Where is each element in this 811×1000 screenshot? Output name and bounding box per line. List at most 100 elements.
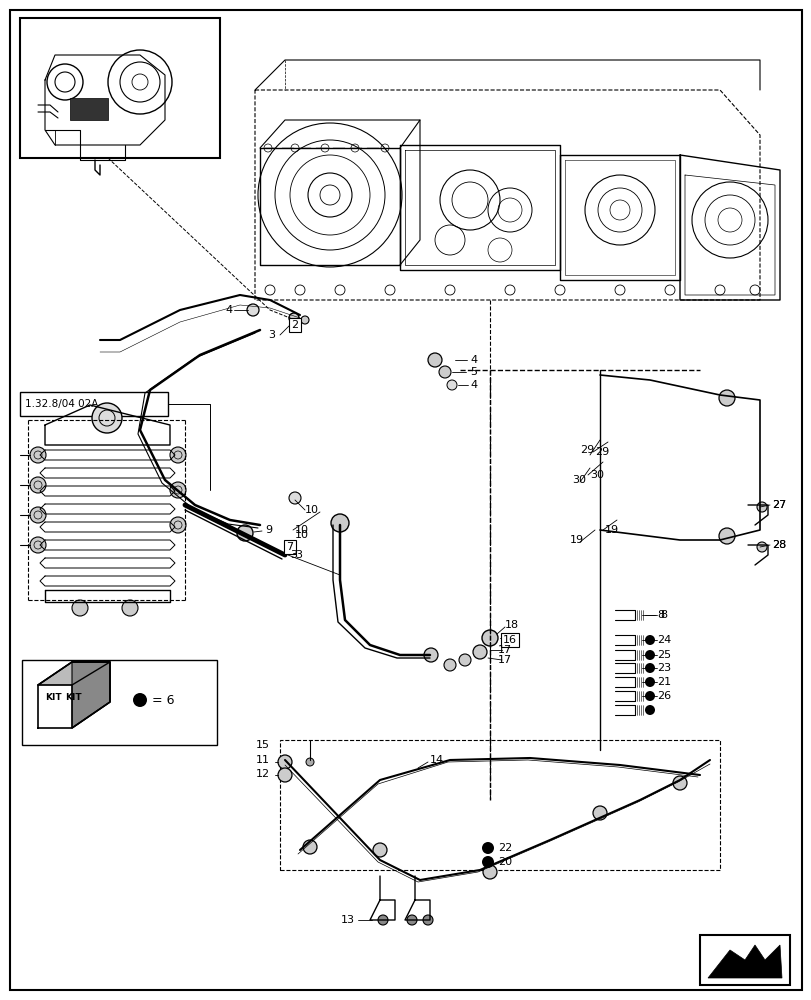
Text: 19: 19 [604, 525, 618, 535]
Circle shape [458, 654, 470, 666]
Polygon shape [72, 662, 109, 728]
Text: 22: 22 [497, 843, 512, 853]
Circle shape [439, 366, 450, 378]
Circle shape [482, 842, 493, 854]
Bar [22, 660, 217, 745]
Circle shape [482, 856, 493, 868]
Text: 12: 12 [255, 769, 270, 779]
Circle shape [756, 502, 766, 512]
Text: 30: 30 [571, 475, 586, 485]
Bar [699, 935, 789, 985]
Circle shape [277, 755, 292, 769]
Text: 16: 16 [502, 635, 517, 645]
Circle shape [247, 304, 259, 316]
Circle shape [644, 635, 654, 645]
Circle shape [592, 806, 607, 820]
Text: 15: 15 [255, 740, 270, 750]
Circle shape [644, 677, 654, 687]
Text: 27: 27 [771, 500, 785, 510]
Text: 29: 29 [579, 445, 594, 455]
Text: 10: 10 [294, 530, 309, 540]
Circle shape [644, 650, 654, 660]
Text: 2: 2 [291, 320, 298, 330]
Text: 11: 11 [255, 755, 270, 765]
Text: 26: 26 [656, 691, 671, 701]
Text: 29: 29 [594, 447, 608, 457]
Text: 4: 4 [470, 355, 477, 365]
Circle shape [672, 776, 686, 790]
Circle shape [483, 865, 496, 879]
Circle shape [644, 691, 654, 701]
Circle shape [644, 705, 654, 715]
Circle shape [30, 447, 46, 463]
Circle shape [427, 353, 441, 367]
Text: 28: 28 [771, 540, 785, 550]
Text: 17: 17 [497, 655, 512, 665]
Text: 8: 8 [656, 610, 663, 620]
Circle shape [169, 447, 186, 463]
Text: 3: 3 [290, 550, 297, 560]
Circle shape [122, 600, 138, 616]
Circle shape [169, 482, 186, 498]
Text: 7: 7 [286, 542, 294, 552]
Text: 27: 27 [771, 500, 785, 510]
Circle shape [237, 525, 253, 541]
Circle shape [644, 663, 654, 673]
Circle shape [423, 648, 437, 662]
Bar [70, 98, 108, 120]
Circle shape [372, 843, 387, 857]
Circle shape [306, 758, 314, 766]
Circle shape [378, 915, 388, 925]
Text: 23: 23 [656, 663, 671, 673]
Text: 19: 19 [569, 535, 583, 545]
Circle shape [331, 514, 349, 532]
Polygon shape [38, 662, 109, 685]
Circle shape [30, 537, 46, 553]
Bar [20, 392, 168, 416]
Bar [20, 18, 220, 158]
Text: 14: 14 [430, 755, 444, 765]
Polygon shape [707, 945, 781, 978]
Text: KIT: KIT [65, 694, 82, 702]
Text: 5: 5 [470, 367, 476, 377]
Text: 28: 28 [771, 540, 785, 550]
Circle shape [169, 517, 186, 533]
Circle shape [718, 528, 734, 544]
Text: 8: 8 [659, 610, 667, 620]
Text: 4: 4 [470, 380, 477, 390]
Circle shape [92, 403, 122, 433]
Text: 3: 3 [268, 330, 275, 340]
Circle shape [289, 313, 298, 323]
Text: 3: 3 [294, 550, 302, 560]
Circle shape [303, 840, 316, 854]
Text: 9: 9 [264, 525, 272, 535]
Circle shape [72, 600, 88, 616]
Text: 4: 4 [225, 305, 232, 315]
Text: 10: 10 [294, 525, 309, 535]
Bar [280, 740, 719, 870]
Circle shape [30, 477, 46, 493]
Text: 25: 25 [656, 650, 671, 660]
Circle shape [277, 768, 292, 782]
Circle shape [756, 542, 766, 552]
Circle shape [423, 915, 432, 925]
Circle shape [301, 316, 309, 324]
Circle shape [446, 380, 457, 390]
Circle shape [444, 659, 456, 671]
Text: 30: 30 [590, 470, 603, 480]
Circle shape [289, 492, 301, 504]
Text: = 6: = 6 [152, 694, 174, 706]
Text: KIT: KIT [45, 694, 62, 702]
Text: 18: 18 [504, 620, 518, 630]
Text: 13: 13 [341, 915, 354, 925]
Text: 17: 17 [497, 645, 512, 655]
Text: 20: 20 [497, 857, 512, 867]
Circle shape [133, 693, 147, 707]
Circle shape [406, 915, 417, 925]
Text: 1.32.8/04 02A: 1.32.8/04 02A [25, 399, 98, 409]
Text: 10: 10 [305, 505, 319, 515]
Circle shape [30, 507, 46, 523]
Text: 24: 24 [656, 635, 671, 645]
Text: 21: 21 [656, 677, 671, 687]
Circle shape [473, 645, 487, 659]
